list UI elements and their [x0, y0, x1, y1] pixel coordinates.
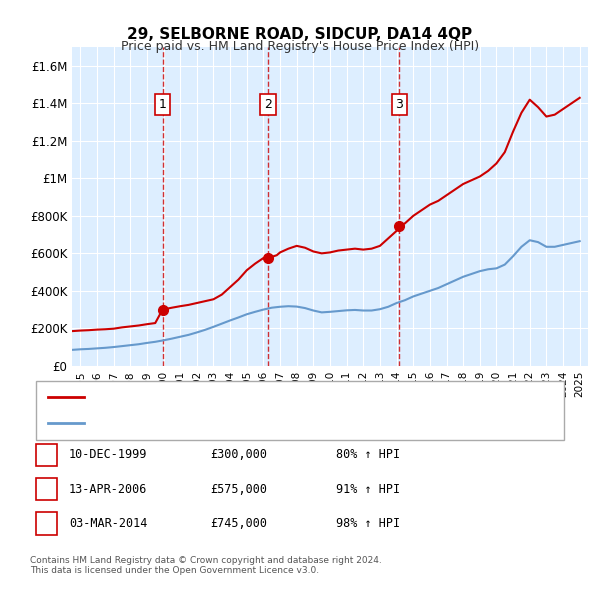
Text: 2: 2: [264, 98, 272, 111]
Text: 91% ↑ HPI: 91% ↑ HPI: [336, 483, 400, 496]
Text: Price paid vs. HM Land Registry's House Price Index (HPI): Price paid vs. HM Land Registry's House …: [121, 40, 479, 53]
Text: 10-DEC-1999: 10-DEC-1999: [69, 448, 148, 461]
Text: £575,000: £575,000: [210, 483, 267, 496]
Text: Contains HM Land Registry data © Crown copyright and database right 2024.
This d: Contains HM Land Registry data © Crown c…: [30, 556, 382, 575]
Text: £300,000: £300,000: [210, 448, 267, 461]
Text: 29, SELBORNE ROAD, SIDCUP, DA14 4QP (detached house): 29, SELBORNE ROAD, SIDCUP, DA14 4QP (det…: [90, 392, 398, 402]
Text: 3: 3: [43, 519, 50, 528]
Text: 80% ↑ HPI: 80% ↑ HPI: [336, 448, 400, 461]
Text: 2: 2: [43, 484, 50, 494]
Text: 1: 1: [158, 98, 166, 111]
Text: 13-APR-2006: 13-APR-2006: [69, 483, 148, 496]
Text: 29, SELBORNE ROAD, SIDCUP, DA14 4QP: 29, SELBORNE ROAD, SIDCUP, DA14 4QP: [127, 27, 473, 41]
Text: £745,000: £745,000: [210, 517, 267, 530]
Text: 3: 3: [395, 98, 403, 111]
Text: 98% ↑ HPI: 98% ↑ HPI: [336, 517, 400, 530]
Text: 03-MAR-2014: 03-MAR-2014: [69, 517, 148, 530]
Text: HPI: Average price, detached house, Bexley: HPI: Average price, detached house, Bexl…: [90, 418, 318, 428]
Text: 1: 1: [43, 450, 50, 460]
